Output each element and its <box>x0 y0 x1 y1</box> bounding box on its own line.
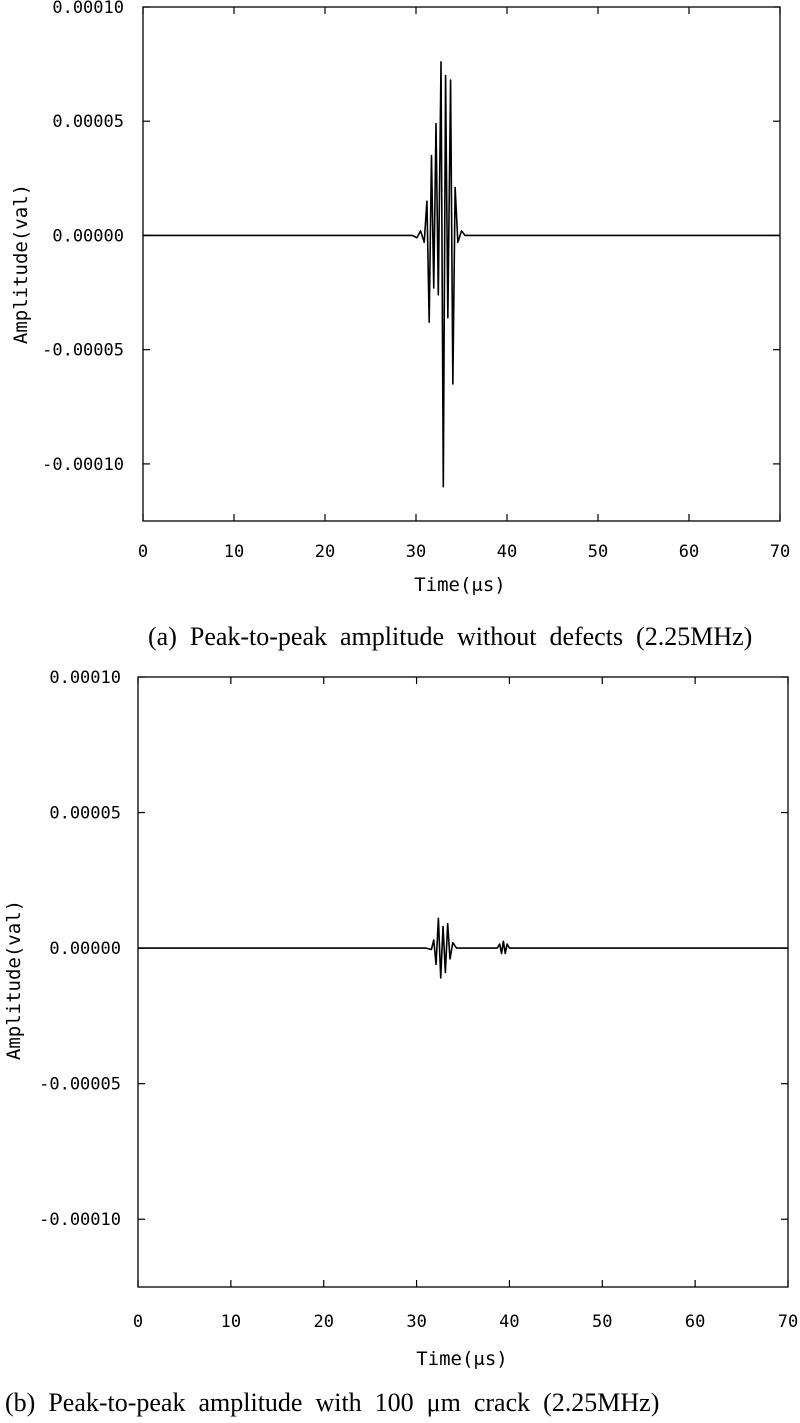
y-tick-label: -0.00005 <box>39 1075 121 1095</box>
x-tick-label: 30 <box>406 1312 426 1332</box>
caption-b: (b) Peak-to-peak amplitude with 100 μm c… <box>5 1388 659 1417</box>
x-tick-label: 70 <box>770 542 790 562</box>
y-axis-label: Amplitude(val) <box>3 900 25 1060</box>
x-tick-label: 60 <box>679 542 699 562</box>
x-tick-label: 60 <box>685 1312 705 1332</box>
y-tick-label: -0.00010 <box>39 1210 121 1230</box>
y-tick-label: 0.00000 <box>52 226 124 246</box>
x-tick-label: 0 <box>133 1312 143 1332</box>
plot-frame <box>137 676 789 1288</box>
y-axis-label: Amplitude(val) <box>10 184 32 344</box>
caption-a: (a) Peak-to-peak amplitude without defec… <box>148 622 752 651</box>
x-ticks: 0 10 20 30 40 50 60 70 <box>133 677 798 1332</box>
x-tick-label: 10 <box>221 1312 241 1332</box>
x-axis-label: Time(μs) <box>416 1348 508 1370</box>
y-tick-label: 0.00000 <box>49 939 121 959</box>
chart-panel-b: 0.00010 0.00005 0.00000 -0.00005 -0.00010 0 1… <box>3 668 798 1417</box>
y-tick-label: -0.00005 <box>42 341 124 361</box>
x-tick-label: 30 <box>406 542 426 562</box>
x-tick-label: 0 <box>138 542 148 562</box>
x-tick-label: 50 <box>588 542 608 562</box>
y-ticks: 0.00010 0.00005 0.00000 -0.00005 -0.00010 <box>39 668 788 1230</box>
y-tick-label: 0.00005 <box>52 112 124 132</box>
x-tick-label: 20 <box>315 542 335 562</box>
x-tick-label: 10 <box>224 542 244 562</box>
x-tick-label: 40 <box>499 1312 519 1332</box>
y-ticks: 0.00010 0.00005 0.00000 -0.00005 -0.00010 <box>42 0 780 475</box>
y-tick-label: 0.00010 <box>49 668 121 688</box>
x-tick-label: 50 <box>592 1312 612 1332</box>
plot-frame <box>142 6 781 522</box>
y-tick-label: -0.00010 <box>42 455 124 475</box>
chart-panel-a: 0.00010 0.00005 0.00000 -0.00005 -0.00010 0 1… <box>10 0 790 651</box>
x-tick-label: 20 <box>313 1312 333 1332</box>
y-tick-label: 0.00010 <box>52 0 124 18</box>
x-axis-label: Time(μs) <box>414 574 506 596</box>
x-tick-label: 40 <box>497 542 517 562</box>
y-tick-label: 0.00005 <box>49 804 121 824</box>
x-tick-label: 70 <box>778 1312 798 1332</box>
signal-line <box>143 61 780 488</box>
signal-line <box>138 917 788 979</box>
x-ticks: 0 10 20 30 40 50 60 70 <box>138 7 790 562</box>
